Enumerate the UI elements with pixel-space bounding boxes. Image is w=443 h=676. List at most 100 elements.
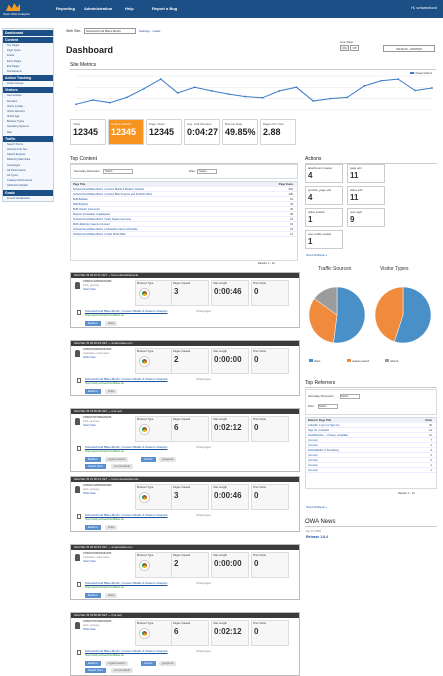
page-title-link[interactable]: Schwarzhund Bikes Berlin | Crafts Photo …: [73, 233, 126, 236]
sidebar-item-funnel-visualization[interactable]: Funnel Visualization: [7, 196, 31, 200]
page-title-link[interactable]: Schwarzhund Bikes Berlin | Custom Builds…: [73, 188, 145, 191]
sidebar-item-campaigns[interactable]: Campaigns: [7, 163, 21, 167]
sidebar-item-search-engines[interactable]: Search Engines: [7, 153, 26, 157]
visitor-id[interactable]: 1585187597982009295: [83, 416, 112, 419]
news-headline[interactable]: Release 1.6.4: [306, 535, 328, 539]
sidebar-item-inbound-link-text[interactable]: Inbound Link Text: [7, 148, 28, 151]
entry-page-link[interactable]: Schwarzhund Bikes Berlin | Custom Builds…: [85, 445, 168, 449]
sidebar-item-visitor-age[interactable]: Visitor Age: [7, 115, 20, 119]
ref-dimension-select[interactable]: Select...: [340, 394, 360, 399]
visitor-scan-link[interactable]: Visitor Scan: [83, 424, 96, 427]
top-content-pager[interactable]: Results: 1 - 10: [258, 262, 275, 265]
referrer-link[interactable]: Fahrradladen in Kreuzberg: [308, 449, 339, 452]
kpi-visits[interactable]: Visits 12345: [70, 119, 106, 145]
nav-report-bug[interactable]: Report a Bug: [152, 6, 178, 11]
entry-page-link[interactable]: Schwarzhund Bikes Berlin | Custom Builds…: [85, 513, 168, 517]
page-title-link[interactable]: Rocport all weather singlespeed: [73, 213, 110, 216]
sidebar-item-browser-types[interactable]: Browser Types: [7, 120, 25, 124]
visitor-id[interactable]: 1585187838309381066: [83, 552, 112, 555]
kpi-avg-visit-duration[interactable]: Avg. Visit Duration 0:04:27: [184, 119, 220, 145]
action-card[interactable]: user profile update 1: [305, 230, 343, 249]
action-card[interactable]: attachment created 4: [305, 164, 343, 183]
referrers-full-report-link[interactable]: View Full Report »: [306, 506, 328, 509]
sidebar-item-domains[interactable]: Domains: [7, 99, 18, 103]
live-off-button[interactable]: Off: [350, 45, 359, 51]
referrer-link[interactable]: (not set): [308, 444, 318, 447]
nav-reporting[interactable]: Reporting: [56, 6, 75, 11]
action-card[interactable]: user login 9: [347, 208, 385, 227]
referrer-link[interactable]: (not set): [308, 464, 318, 467]
sidebar-item-search-terms[interactable]: Search Terms: [7, 142, 23, 146]
referrer-link[interactable]: Sign Up | LinkedIn: [308, 429, 330, 432]
kpi-unique-visitors[interactable]: Unique Visitors 12345: [108, 119, 144, 145]
sidebar-item-attribution-models[interactable]: Attribution Models: [7, 184, 28, 188]
sidebar-item-ad-performance[interactable]: Ad Performance: [7, 168, 26, 172]
sidebar-item-entry-pages[interactable]: Entry Pages: [7, 59, 22, 63]
entry-page-url[interactable]: https://www.schwarzhundbikes.de: [85, 314, 124, 317]
sidebar-item-creative-performance[interactable]: Creative Performance: [7, 179, 33, 183]
kpi-page-views[interactable]: Page Views 12345: [146, 119, 182, 145]
sidebar-group-traffic[interactable]: Traffic: [3, 135, 53, 142]
visitor-id[interactable]: 1585187428830030085: [83, 280, 112, 283]
page-title-link[interactable]: BLB Beltbike: [73, 198, 88, 201]
action-card[interactable]: portfolio_page edit 4: [305, 186, 343, 205]
entry-page-url[interactable]: https://www.schwarzhundbikes.de: [85, 654, 124, 657]
owa-logo[interactable]: Open Web Analytics: [3, 1, 30, 17]
sidebar-group-visitors[interactable]: Visitors: [3, 87, 53, 94]
referrers-pager[interactable]: Results: 1 - 10: [398, 492, 415, 495]
secondary-dimension-select[interactable]: Select...: [103, 169, 133, 174]
visitor-id[interactable]: 1585187838309381066: [83, 348, 112, 351]
page-title-link[interactable]: BLB Classic Commuter: [73, 208, 100, 211]
sidebar-item-visitor-recency[interactable]: Visitor Recency: [7, 109, 25, 113]
entry-page-url[interactable]: https://www.schwarzhundbikes.de: [85, 450, 124, 453]
sidebar-item-map[interactable]: Map: [7, 130, 13, 134]
sidebar-group-dashboard[interactable]: Dashboard: [3, 30, 53, 36]
visitor-scan-link[interactable]: Visitor Scan: [83, 356, 96, 359]
referrer-link[interactable]: DuckDuckGo — Privacy, simplified: [308, 434, 348, 437]
action-card[interactable]: page edit 11: [347, 164, 385, 183]
sidebar-item-domstreams[interactable]: Domstreams: [7, 69, 22, 73]
entry-page-link[interactable]: Schwarzhund Bikes Berlin | Custom Builds…: [85, 377, 168, 381]
nav-administration[interactable]: Administration: [84, 6, 113, 11]
entry-page-link[interactable]: Schwarzhund Bikes Berlin | Custom Builds…: [85, 581, 168, 585]
referrer-link[interactable]: (not set): [308, 459, 318, 462]
site-links[interactable]: Settings · Goals: [139, 29, 161, 33]
visitor-scan-link[interactable]: Visitor Scan: [83, 560, 96, 563]
sidebar-item-top-pages[interactable]: Top Pages: [7, 44, 20, 47]
entry-page-link[interactable]: Schwarzhund Bikes Berlin | Custom Builds…: [85, 649, 168, 653]
sidebar-item-page-types[interactable]: Page Types: [7, 49, 21, 53]
sidebar-item-feeds[interactable]: Feeds: [7, 54, 15, 58]
visitor-id[interactable]: 1585187597982009295: [83, 620, 112, 623]
visitor-id[interactable]: 1585187428830030085: [83, 484, 112, 487]
page-title-link[interactable]: BLB Butterfly: [73, 203, 89, 206]
page-title-link[interactable]: Schwarzhund Bikes Berlin | Unbeliebte ba…: [73, 228, 138, 231]
sidebar-item-referring-web-sites[interactable]: Referring Web Sites: [7, 158, 31, 162]
actions-full-report-link[interactable]: View Full Report »: [306, 254, 328, 257]
sidebar-group-content[interactable]: Content: [3, 37, 53, 43]
sidebar-item-geo-location[interactable]: Geo-location: [7, 94, 22, 98]
sidebar-item-ad-types[interactable]: Ad Types: [7, 173, 18, 177]
page-title-link[interactable]: BLB Hildebran based commuter: [73, 223, 110, 226]
referrer-link[interactable]: (not set): [308, 469, 318, 472]
kpi-pages-per-visit[interactable]: Pages Per Visit 2.88: [260, 119, 296, 145]
visitor-scan-link[interactable]: Visitor Scan: [83, 288, 96, 291]
page-title-link[interactable]: Schwarzhund Bikes Berlin | Custom Bike P…: [73, 193, 153, 196]
action-card[interactable]: slides publish 1: [305, 208, 343, 227]
page-title-link[interactable]: Schwarzhund Bikes Berlin | Surly based c…: [73, 218, 132, 221]
live-on-button[interactable]: On: [340, 45, 349, 51]
sidebar-item-visitor-loyalty[interactable]: Visitor Loyalty: [7, 104, 24, 108]
entry-page-url[interactable]: https://www.schwarzhundbikes.de: [85, 382, 124, 385]
action-card[interactable]: slides edit 11: [347, 186, 385, 205]
entry-page-url[interactable]: https://www.schwarzhundbikes.de: [85, 586, 124, 589]
entry-page-link[interactable]: Schwarzhund Bikes Berlin | Custom Builds…: [85, 309, 168, 313]
kpi-bounce-rate[interactable]: Bounce Rate 49.85%: [222, 119, 258, 145]
visitor-scan-link[interactable]: Visitor Scan: [83, 492, 96, 495]
ref-filter-select[interactable]: Select...: [318, 404, 338, 409]
sidebar-group-goals[interactable]: Goals: [3, 189, 53, 196]
filter-select[interactable]: Select...: [197, 169, 217, 174]
nav-help[interactable]: Help: [125, 6, 134, 11]
sidebar-item-operating-systems[interactable]: Operating Systems: [7, 125, 30, 129]
referrer-link[interactable]: (not set): [308, 454, 318, 457]
referrer-link[interactable]: (not set): [308, 439, 318, 442]
site-select[interactable]: Schwarzhund Bikes Berlin: [84, 28, 136, 34]
